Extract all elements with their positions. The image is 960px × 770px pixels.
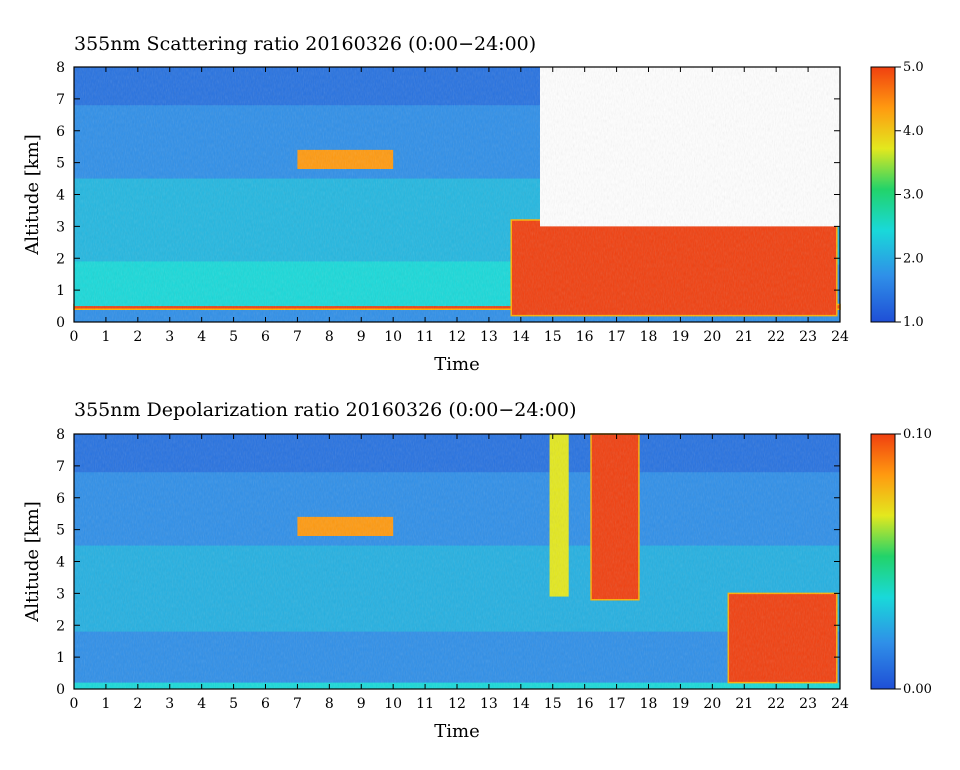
x-tick-label: 1	[101, 329, 110, 345]
x-tick-label: 10	[384, 329, 402, 345]
x-tick-label: 13	[480, 329, 498, 345]
x-tick-label: 8	[325, 696, 334, 712]
y-axis-label: Altitude [km]	[22, 134, 43, 256]
x-tick-label: 18	[640, 696, 658, 712]
y-tick-label: 8	[56, 60, 65, 76]
colorbar-tick-label: 3.0	[903, 188, 924, 203]
y-tick-label: 0	[56, 682, 65, 698]
y-tick-label: 3	[56, 219, 65, 235]
y-tick-label: 8	[56, 427, 65, 443]
y-tick-label: 4	[56, 188, 65, 204]
x-tick-label: 2	[133, 329, 142, 345]
colorbar	[870, 433, 896, 690]
y-tick-label: 5	[56, 156, 65, 172]
x-tick-label: 21	[735, 329, 753, 345]
chart-title: 355nm Depolarization ratio 20160326 (0:0…	[74, 399, 576, 421]
x-tick-label: 15	[544, 696, 562, 712]
x-tick-label: 5	[229, 696, 238, 712]
x-tick-label: 10	[384, 696, 402, 712]
x-tick-label: 19	[672, 329, 690, 345]
x-tick-label: 22	[767, 696, 785, 712]
x-tick-label: 16	[576, 696, 594, 712]
colorbar-tick-label: 2.0	[903, 251, 924, 266]
x-tick-label: 0	[70, 696, 79, 712]
x-tick-label: 24	[831, 696, 849, 712]
y-tick-label: 7	[56, 92, 65, 108]
noise-texture	[74, 434, 840, 689]
x-tick-label: 5	[229, 329, 238, 345]
x-tick-label: 17	[608, 329, 626, 345]
y-tick-label: 1	[56, 650, 65, 666]
x-tick-label: 23	[799, 696, 817, 712]
x-tick-label: 15	[544, 329, 562, 345]
x-tick-label: 20	[703, 696, 721, 712]
x-tick-label: 16	[576, 329, 594, 345]
chart-title: 355nm Scattering ratio 20160326 (0:00−24…	[74, 33, 536, 55]
x-tick-label: 13	[480, 696, 498, 712]
y-tick-label: 1	[56, 283, 65, 299]
y-tick-label: 6	[56, 124, 65, 140]
x-tick-label: 20	[703, 329, 721, 345]
y-axis-label: Altitude [km]	[22, 501, 43, 623]
x-tick-label: 14	[512, 329, 530, 345]
colorbar-tick-label: 1.0	[903, 315, 924, 330]
x-tick-label: 18	[640, 329, 658, 345]
x-tick-label: 4	[197, 696, 206, 712]
y-tick-label: 7	[56, 459, 65, 475]
x-tick-label: 2	[133, 696, 142, 712]
x-tick-label: 14	[512, 696, 530, 712]
x-axis-label: Time	[434, 354, 479, 375]
panel-1	[73, 66, 901, 323]
x-tick-label: 9	[357, 696, 366, 712]
x-tick-label: 21	[735, 696, 753, 712]
x-tick-label: 12	[448, 696, 466, 712]
x-tick-label: 12	[448, 329, 466, 345]
x-axis-label: Time	[434, 721, 479, 742]
y-tick-label: 2	[56, 618, 65, 634]
colorbar-tick-label: 0.00	[903, 682, 932, 697]
colorbar-tick-label: 5.0	[903, 60, 924, 75]
x-tick-label: 7	[293, 696, 302, 712]
x-tick-label: 11	[416, 696, 434, 712]
x-tick-label: 17	[608, 696, 626, 712]
x-tick-label: 0	[70, 329, 79, 345]
colorbar-tick-label: 0.10	[903, 427, 932, 442]
noise-texture	[74, 67, 840, 322]
x-tick-label: 8	[325, 329, 334, 345]
x-tick-label: 3	[165, 329, 174, 345]
x-tick-label: 24	[831, 329, 849, 345]
colorbar	[870, 66, 896, 323]
panel-2	[73, 433, 901, 690]
y-tick-label: 4	[56, 555, 65, 571]
y-tick-label: 5	[56, 523, 65, 539]
y-tick-label: 6	[56, 491, 65, 507]
x-tick-label: 6	[261, 696, 270, 712]
x-tick-label: 23	[799, 329, 817, 345]
y-tick-label: 2	[56, 251, 65, 267]
x-tick-label: 11	[416, 329, 434, 345]
x-tick-label: 1	[101, 696, 110, 712]
x-tick-label: 4	[197, 329, 206, 345]
x-tick-label: 22	[767, 329, 785, 345]
x-tick-label: 6	[261, 329, 270, 345]
y-tick-label: 0	[56, 315, 65, 331]
y-tick-label: 3	[56, 586, 65, 602]
colorbar-tick-label: 4.0	[903, 124, 924, 139]
x-tick-label: 9	[357, 329, 366, 345]
x-tick-label: 3	[165, 696, 174, 712]
x-tick-label: 19	[672, 696, 690, 712]
x-tick-label: 7	[293, 329, 302, 345]
